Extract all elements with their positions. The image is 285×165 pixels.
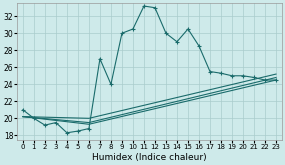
X-axis label: Humidex (Indice chaleur): Humidex (Indice chaleur) [92, 152, 207, 162]
